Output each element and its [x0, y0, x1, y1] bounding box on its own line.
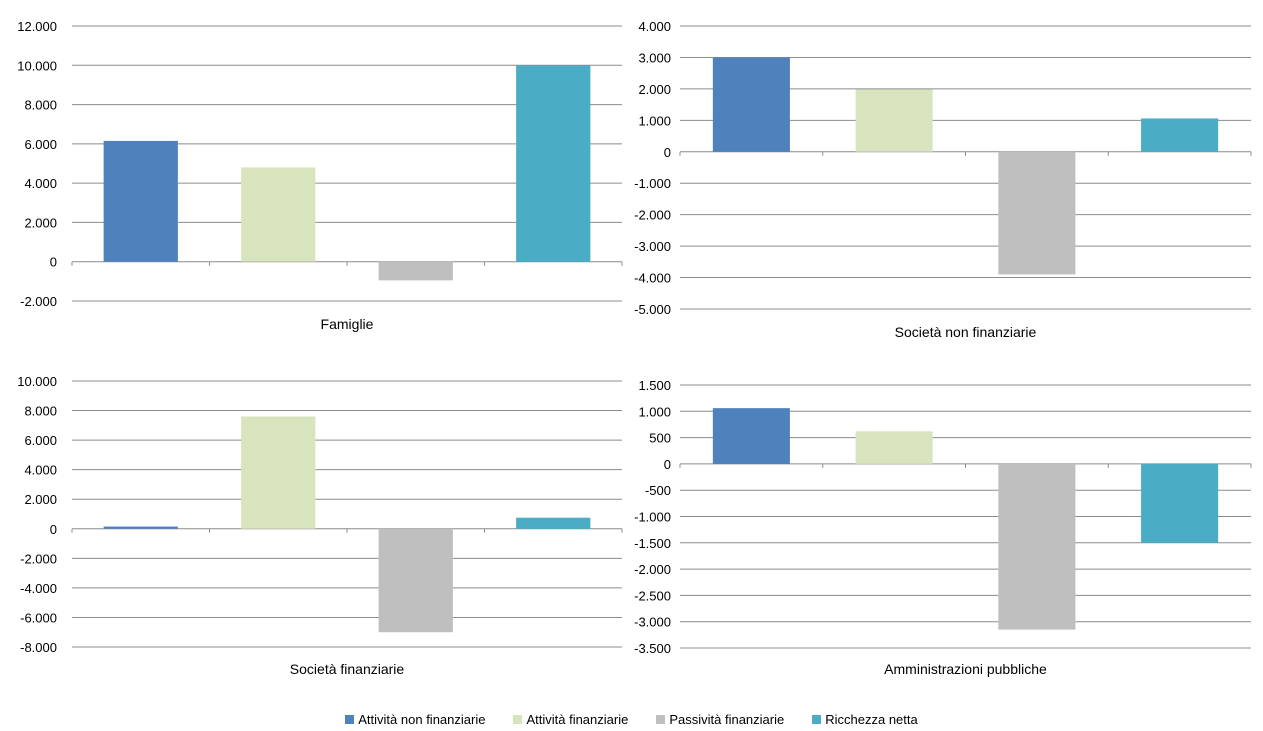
- bar-4: [1141, 118, 1219, 152]
- legend-swatch: [656, 715, 666, 724]
- bar-1: [103, 526, 178, 529]
- y-tick-label: 0: [50, 255, 57, 270]
- y-tick-label: 500: [649, 431, 671, 446]
- y-tick-label: -3.000: [634, 239, 671, 254]
- legend-swatch: [345, 715, 355, 724]
- legend-label: Attività non finanziarie: [358, 712, 486, 727]
- y-tick-label: 4.000: [24, 176, 57, 191]
- bar-3: [378, 528, 453, 633]
- legend-item-attivita-non-finanziarie: Attività non finanziarie: [345, 712, 485, 727]
- y-tick-label: -6.000: [20, 610, 57, 625]
- y-tick-label: 1.000: [638, 404, 671, 419]
- legend-swatch: [812, 715, 822, 724]
- legend-item-passivita-finanziarie: Passività finanziarie: [656, 712, 784, 727]
- y-tick-label: -1.500: [634, 536, 671, 551]
- bar-4: [516, 65, 591, 262]
- y-tick-label: -2.000: [20, 294, 57, 309]
- chart-title: Amministrazioni pubbliche: [884, 661, 1047, 677]
- bar-2: [241, 416, 316, 529]
- y-tick-label: 0: [664, 457, 671, 472]
- y-tick-label: 8.000: [24, 404, 57, 419]
- chart-panel-societa-finanziarie: 10.000 8.000 6.000 4.000 2.000 0 -2.000 -4.000 -…: [17, 374, 623, 677]
- y-tick-label: -8.000: [20, 640, 57, 655]
- legend-label: Ricchezza netta: [825, 712, 918, 727]
- chart-title: Società finanziarie: [290, 661, 405, 677]
- y-tick-label: 3.000: [638, 50, 671, 65]
- bar-3: [998, 463, 1076, 630]
- chart-panel-famiglie: 12.000 10.000 8.000 6.000 4.000 2.000 0 -2.000 F…: [17, 19, 623, 332]
- y-tick-label: -4.000: [20, 581, 57, 596]
- chart-panel-amministrazioni-pubbliche: 1.500 1.000 500 0 -500 -1.000 -1.500 -2.000 -2.5…: [634, 378, 1252, 677]
- y-tick-label: 8.000: [24, 98, 57, 113]
- y-tick-label: 1.500: [638, 378, 671, 393]
- y-tick-label: 0: [664, 145, 671, 160]
- y-tick-label: 12.000: [17, 19, 57, 34]
- y-tick-label: -1.000: [634, 510, 671, 525]
- chart-legend: Attività non finanziarie Attività finanz…: [0, 712, 1263, 727]
- y-tick-label: -3.500: [634, 641, 671, 656]
- y-tick-label: -2.000: [20, 551, 57, 566]
- y-tick-label: -2.500: [634, 588, 671, 603]
- charts-svg: 12.000 10.000 8.000 6.000 4.000 2.000 0 -2.000 F…: [17, 19, 1252, 677]
- bar-2: [855, 89, 933, 152]
- y-tick-label: 2.000: [24, 492, 57, 507]
- y-tick-label: 2.000: [24, 215, 57, 230]
- y-tick-label: 6.000: [24, 137, 57, 152]
- bar-3: [378, 261, 453, 281]
- bar-4: [1141, 463, 1219, 543]
- legend-swatch: [513, 715, 523, 724]
- bar-1: [712, 57, 790, 152]
- y-tick-label: -4.000: [634, 271, 671, 286]
- bar-1: [103, 140, 178, 262]
- bar-2: [241, 167, 316, 262]
- legend-item-ricchezza-netta: Ricchezza netta: [812, 712, 918, 727]
- chart-title: Famiglie: [321, 316, 374, 332]
- y-tick-label: 4.000: [24, 463, 57, 478]
- bar-2: [855, 431, 933, 464]
- bar-3: [998, 151, 1076, 275]
- y-tick-label: -5.000: [634, 302, 671, 317]
- y-tick-label: 6.000: [24, 433, 57, 448]
- y-tick-label: 0: [50, 522, 57, 537]
- legend-label: Attività finanziarie: [526, 712, 629, 727]
- y-tick-label: -500: [645, 483, 671, 498]
- chart-title: Società non finanziarie: [895, 324, 1037, 340]
- y-tick-label: 4.000: [638, 19, 671, 34]
- legend-label: Passività finanziarie: [669, 712, 785, 727]
- bar-4: [516, 517, 591, 529]
- y-tick-label: 1.000: [638, 113, 671, 128]
- y-tick-label: 2.000: [638, 82, 671, 97]
- chart-panel-societa-non-finanziarie: 4.000 3.000 2.000 1.000 0 -1.000 -2.000 -3.000 -…: [634, 19, 1252, 340]
- legend-item-attivita-finanziarie: Attività finanziarie: [513, 712, 628, 727]
- y-tick-label: -3.000: [634, 615, 671, 630]
- y-tick-label: -1.000: [634, 176, 671, 191]
- y-tick-label: 10.000: [17, 58, 57, 73]
- y-tick-label: -2.000: [634, 562, 671, 577]
- bar-1: [712, 408, 790, 464]
- y-tick-label: 10.000: [17, 374, 57, 389]
- y-tick-label: -2.000: [634, 208, 671, 223]
